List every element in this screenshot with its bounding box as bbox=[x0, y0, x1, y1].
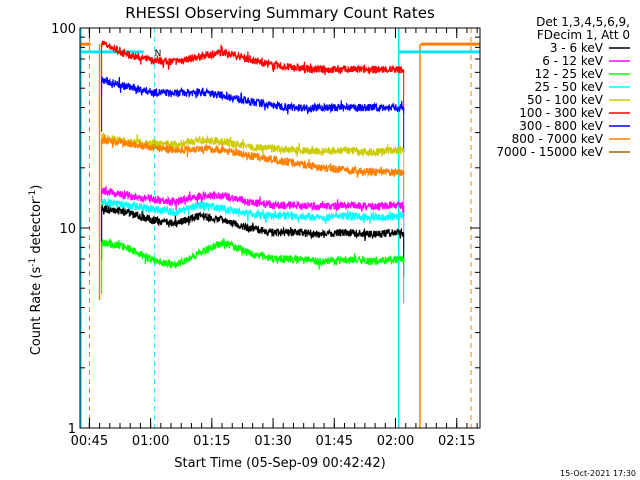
y-tick-label-0: 1 bbox=[68, 422, 76, 437]
series-line-4 bbox=[101, 131, 405, 158]
chart-title: RHESSI Observing Summary Count Rates bbox=[125, 4, 435, 22]
legend-label-6: 300 - 800 keV bbox=[519, 119, 603, 133]
series-line-1 bbox=[101, 185, 405, 214]
legend-header-line2: FDecim 1, Att 0 bbox=[537, 28, 630, 42]
series-line-7 bbox=[101, 134, 405, 178]
legend-label-2: 12 - 25 keV bbox=[535, 67, 604, 81]
x-tick-label-5: 02:00 bbox=[377, 434, 414, 449]
legend-label-5: 100 - 300 keV bbox=[519, 106, 603, 120]
series-line-2 bbox=[101, 237, 405, 270]
legend: Det 1,3,4,5,6,9, FDecim 1, Att 0 3 - 6 k… bbox=[496, 15, 630, 159]
y-tick-label-1: 10 bbox=[59, 222, 76, 237]
legend-label-1: 6 - 12 keV bbox=[542, 54, 604, 68]
flag-label: N bbox=[155, 49, 162, 59]
y-axis-label-sup1: -1 bbox=[28, 258, 38, 267]
x-tick-label-4: 01:45 bbox=[316, 434, 353, 449]
x-tick-label-0: 00:45 bbox=[71, 434, 108, 449]
x-axis-label: Start Time (05-Sep-09 00:42:42) bbox=[174, 456, 385, 471]
series-line-0 bbox=[101, 204, 405, 242]
series-line-5 bbox=[101, 39, 405, 76]
legend-label-7: 800 - 7000 keV bbox=[512, 132, 604, 146]
x-tick-label-6: 02:15 bbox=[438, 434, 475, 449]
legend-header-line1: Det 1,3,4,5,6,9, bbox=[536, 15, 630, 29]
y-tick-label-2: 100 bbox=[51, 22, 76, 37]
y-axis-label: Count Rate (s-1 detector-1) bbox=[28, 185, 44, 356]
legend-label-8: 7000 - 15000 keV bbox=[496, 145, 603, 159]
legend-label-3: 25 - 50 keV bbox=[535, 80, 604, 94]
x-tick-label-1: 01:00 bbox=[132, 434, 169, 449]
legend-label-4: 50 - 100 keV bbox=[527, 93, 604, 107]
y-axis-label-sup2: -1 bbox=[28, 190, 38, 199]
series-line-6 bbox=[101, 76, 405, 115]
x-tick-label-2: 01:15 bbox=[193, 434, 230, 449]
series-line-3 bbox=[101, 197, 405, 225]
y-axis-label-main: Count Rate (s bbox=[29, 267, 44, 356]
y-axis-label-mid: detector bbox=[29, 198, 44, 258]
legend-label-0: 3 - 6 keV bbox=[550, 41, 604, 55]
x-axis-label-group: Start Time (05-Sep-09 00:42:42) bbox=[174, 456, 385, 471]
render-timestamp: 15-Oct-2021 17:30 bbox=[560, 469, 636, 478]
x-tick-label-3: 01:30 bbox=[254, 434, 291, 449]
y-axis-label-end: ) bbox=[29, 185, 44, 190]
